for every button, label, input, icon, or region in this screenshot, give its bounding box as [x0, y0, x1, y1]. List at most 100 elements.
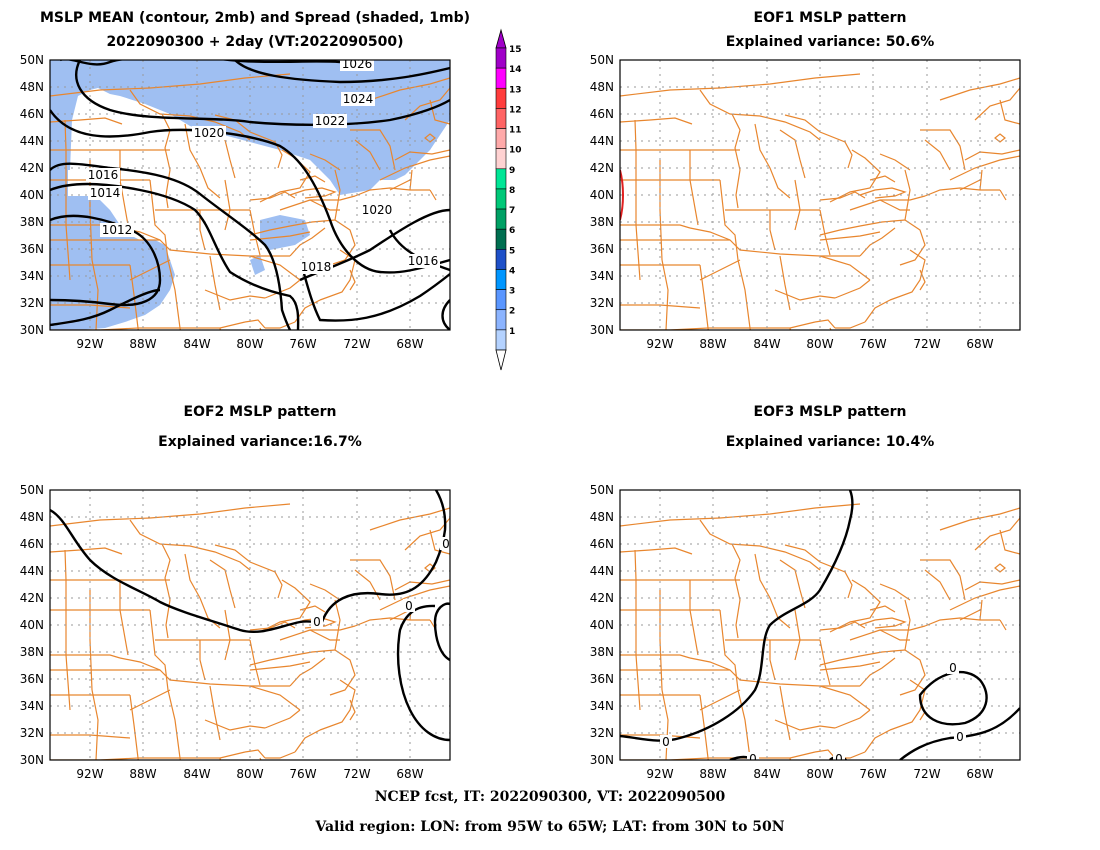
colorbar-label-15: 15 — [509, 45, 522, 55]
svg-text:38N: 38N — [590, 645, 614, 659]
svg-text:32N: 32N — [590, 296, 614, 310]
svg-text:84W: 84W — [183, 767, 210, 781]
colorbar-label-12: 12 — [509, 105, 522, 115]
svg-text:48N: 48N — [590, 510, 614, 524]
panel4-lat-labels: 50N 48N 46N 44N 42N 40N 38N 36N 34N 32N 30N — [590, 483, 614, 767]
svg-text:48N: 48N — [590, 80, 614, 94]
contour-label-1018: 1018 — [301, 260, 332, 274]
svg-text:88W: 88W — [699, 767, 726, 781]
panel1-title-line2: 2022090300 + 2day (VT:2022090500) — [106, 34, 404, 50]
contour-label-1016-a: 1016 — [88, 168, 119, 182]
svg-text:40N: 40N — [590, 618, 614, 632]
footer-valid-region: Valid region: LON: from 95W to 65W; LAT:… — [315, 819, 785, 835]
eof3-label-a: 0 — [662, 735, 670, 749]
svg-text:50N: 50N — [590, 483, 614, 497]
svg-text:34N: 34N — [590, 699, 614, 713]
svg-text:76W: 76W — [289, 767, 316, 781]
colorbar-cell-8 — [495, 188, 507, 210]
svg-text:32N: 32N — [20, 296, 44, 310]
svg-text:32N: 32N — [590, 726, 614, 740]
svg-text:36N: 36N — [20, 672, 44, 686]
eof2-label-b: 0 — [405, 599, 413, 613]
svg-text:36N: 36N — [590, 672, 614, 686]
svg-text:92W: 92W — [76, 337, 103, 351]
eof3-label-c: 0 — [956, 730, 964, 744]
svg-text:88W: 88W — [129, 767, 156, 781]
svg-text:72W: 72W — [913, 767, 940, 781]
contour-labels: 1026 1024 1022 1020 1016 1014 1012 1018 … — [86, 57, 440, 274]
colorbar-cell-12 — [495, 108, 507, 129]
lat-axis-labels: 50N 48N 46N 44N 42N 40N 38N 36N 34N 32N 30N — [20, 53, 44, 337]
colorbar-cell-4 — [495, 269, 507, 290]
mslp-contours — [50, 60, 450, 330]
svg-text:38N: 38N — [20, 645, 44, 659]
svg-text:44N: 44N — [20, 564, 44, 578]
panel3-lat-labels: 50N 48N 46N 44N 42N 40N 38N 36N 34N 32N 30N — [20, 483, 44, 767]
lon-axis-labels: 92W 88W 84W 80W 76W 72W 68W — [76, 337, 423, 351]
colorbar-cell-13 — [495, 87, 507, 109]
svg-text:50N: 50N — [20, 483, 44, 497]
eof2-label-c: 0 — [442, 537, 450, 551]
contour-label-1026: 1026 — [342, 57, 373, 71]
panel3-title-line2: Explained variance:16.7% — [158, 434, 362, 450]
svg-text:80W: 80W — [806, 337, 833, 351]
colorbar-cell-11 — [495, 128, 507, 149]
contour-label-1022: 1022 — [315, 114, 346, 128]
colorbar-label-6: 6 — [509, 226, 515, 236]
panel2-map: 50N 48N 46N 44N 42N 40N 38N 36N 34N 32N 30N 9… — [590, 53, 1021, 351]
colorbar-cell-2 — [495, 309, 507, 331]
svg-text:46N: 46N — [20, 107, 44, 121]
svg-text:38N: 38N — [590, 215, 614, 229]
svg-text:46N: 46N — [20, 537, 44, 551]
colorbar-label-13: 13 — [509, 85, 522, 95]
colorbar-cell-6 — [495, 228, 507, 250]
spread-colorbar: 15 14 13 12 11 10 9 8 7 6 5 4 3 2 1 — [495, 28, 522, 371]
panel4-title-line1: EOF3 MSLP pattern — [753, 404, 907, 420]
svg-text:42N: 42N — [20, 161, 44, 175]
svg-text:42N: 42N — [590, 161, 614, 175]
svg-text:46N: 46N — [590, 537, 614, 551]
svg-text:44N: 44N — [20, 134, 44, 148]
contour-label-1020-b: 1020 — [362, 203, 393, 217]
svg-text:84W: 84W — [753, 337, 780, 351]
panel3-map: 0 0 0 50N 48N 46N 44N 42N 40N 38N 36N 34N 32N… — [20, 483, 451, 781]
svg-text:34N: 34N — [590, 269, 614, 283]
svg-text:40N: 40N — [590, 188, 614, 202]
panel1-map: 1026 1024 1022 1020 1016 1014 1012 1018 … — [20, 53, 451, 351]
colorbar-cell-15 — [495, 47, 507, 69]
svg-text:36N: 36N — [590, 242, 614, 256]
svg-text:48N: 48N — [20, 510, 44, 524]
panel4-map: 0 0 0 0 0 50N 48N 46N 44N 42N 40N 38N 36N 34… — [590, 483, 1021, 781]
svg-text:72W: 72W — [343, 767, 370, 781]
svg-text:44N: 44N — [590, 134, 614, 148]
svg-text:88W: 88W — [129, 337, 156, 351]
colorbar-label-8: 8 — [509, 186, 515, 196]
contour-label-1012: 1012 — [102, 223, 133, 237]
colorbar-cell-5 — [495, 249, 507, 270]
svg-text:68W: 68W — [966, 337, 993, 351]
eof2-label-a: 0 — [313, 615, 321, 629]
colorbar-label-14: 14 — [509, 65, 522, 75]
eof3-label-d: 0 — [749, 752, 757, 766]
svg-text:84W: 84W — [183, 337, 210, 351]
colorbar-cell-7 — [495, 208, 507, 230]
svg-text:32N: 32N — [20, 726, 44, 740]
colorbar-label-5: 5 — [509, 246, 515, 256]
svg-text:68W: 68W — [966, 767, 993, 781]
contour-label-1024: 1024 — [343, 92, 374, 106]
footer-forecast-info: NCEP fcst, IT: 2022090300, VT: 202209050… — [374, 789, 726, 805]
svg-text:30N: 30N — [590, 753, 614, 767]
colorbar-cell-9 — [495, 168, 507, 190]
svg-text:44N: 44N — [590, 564, 614, 578]
panel2-title-line2: Explained variance: 50.6% — [725, 34, 935, 50]
eof1-edge-contour — [620, 169, 624, 221]
svg-text:46N: 46N — [590, 107, 614, 121]
colorbar-label-1: 1 — [509, 327, 515, 337]
eof3-label-b: 0 — [949, 661, 957, 675]
svg-text:76W: 76W — [859, 767, 886, 781]
svg-text:68W: 68W — [396, 767, 423, 781]
colorbar-cell-14 — [495, 67, 507, 89]
contour-label-1016-b: 1016 — [408, 254, 439, 268]
colorbar-label-7: 7 — [509, 206, 515, 216]
